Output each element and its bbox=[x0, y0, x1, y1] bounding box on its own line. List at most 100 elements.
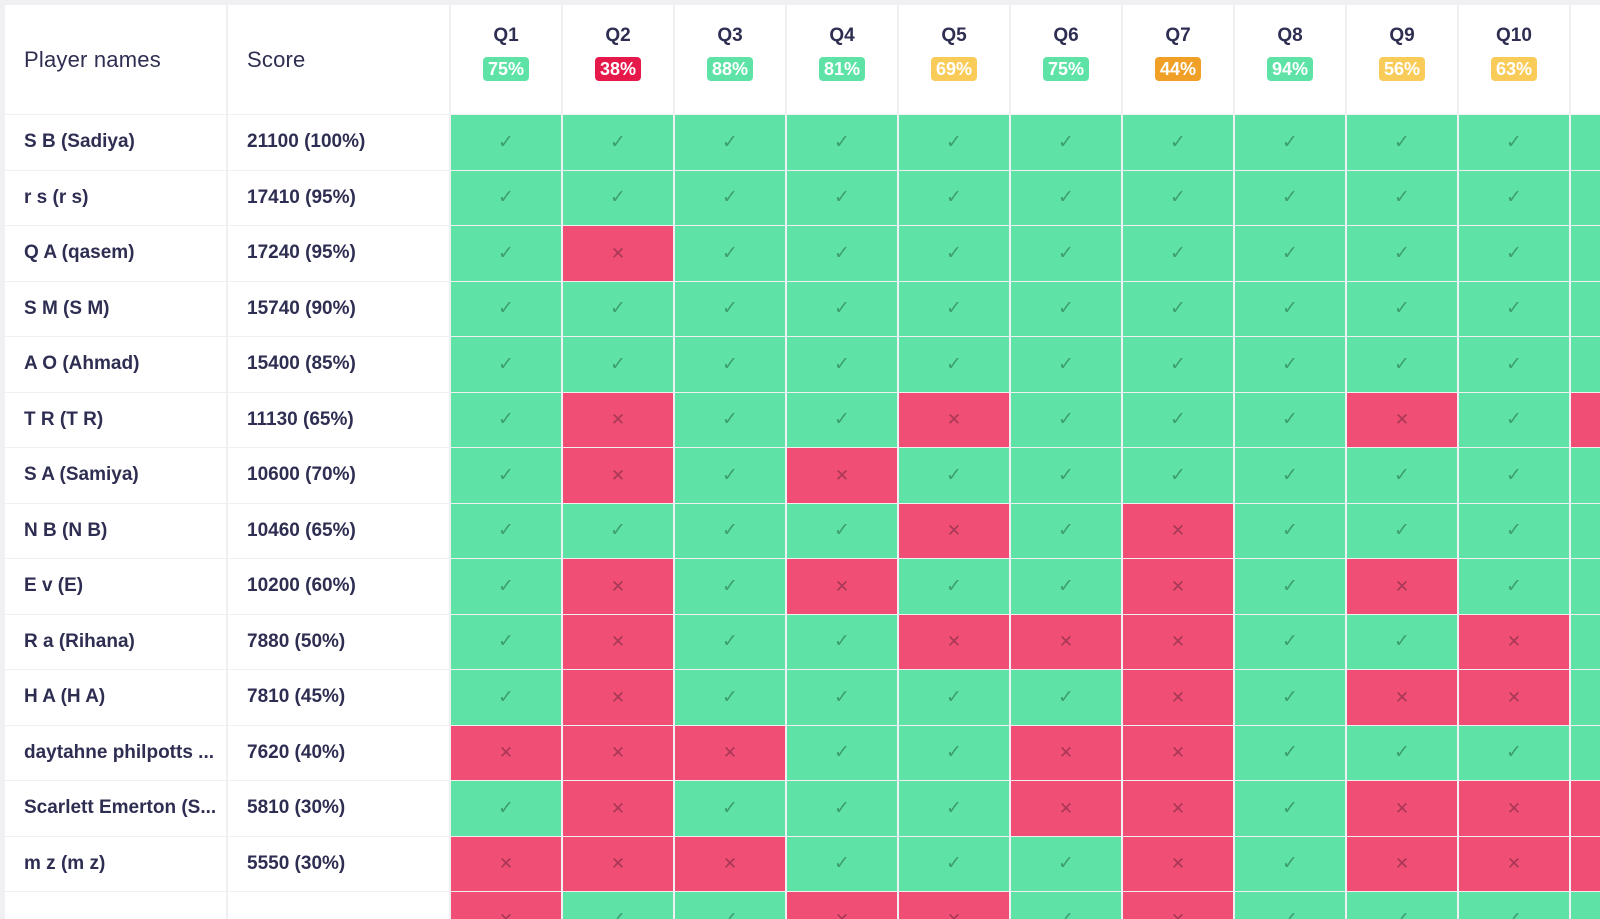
answer-incorrect-cell[interactable]: ✕ bbox=[1123, 892, 1233, 919]
answer-correct-cell[interactable]: ✓ bbox=[1011, 836, 1121, 891]
answer-correct-cell[interactable]: ✓ bbox=[451, 670, 561, 725]
answer-incorrect-cell[interactable]: ✕ bbox=[451, 725, 561, 780]
answer-correct-cell[interactable]: ✓ bbox=[1571, 670, 1600, 725]
player-name-cell[interactable]: E v (E) bbox=[5, 559, 226, 614]
answer-correct-cell[interactable]: ✓ bbox=[1459, 281, 1569, 336]
answer-correct-cell[interactable]: ✓ bbox=[675, 559, 785, 614]
answer-correct-cell[interactable]: ✓ bbox=[675, 781, 785, 836]
answer-correct-cell[interactable]: ✓ bbox=[787, 392, 897, 447]
answer-correct-cell[interactable]: ✓ bbox=[1347, 448, 1457, 503]
answer-incorrect-cell[interactable]: ✕ bbox=[1123, 836, 1233, 891]
answer-incorrect-cell[interactable]: ✕ bbox=[787, 448, 897, 503]
answer-correct-cell[interactable]: ✓ bbox=[1571, 614, 1600, 669]
answer-incorrect-cell[interactable]: ✕ bbox=[563, 670, 673, 725]
answer-incorrect-cell[interactable]: ✕ bbox=[563, 781, 673, 836]
question-header-5[interactable]: Q5 69% bbox=[899, 5, 1009, 114]
answer-incorrect-cell[interactable]: ✕ bbox=[1459, 781, 1569, 836]
player-name-cell[interactable]: N B (N B) bbox=[5, 503, 226, 558]
answer-incorrect-cell[interactable]: ✕ bbox=[675, 725, 785, 780]
answer-incorrect-cell[interactable]: ✕ bbox=[1571, 836, 1600, 891]
answer-correct-cell[interactable]: ✓ bbox=[451, 337, 561, 392]
answer-incorrect-cell[interactable]: ✕ bbox=[1123, 614, 1233, 669]
answer-incorrect-cell[interactable]: ✕ bbox=[899, 392, 1009, 447]
answer-correct-cell[interactable]: ✓ bbox=[1235, 559, 1345, 614]
answer-correct-cell[interactable]: ✓ bbox=[1123, 226, 1233, 281]
answer-correct-cell[interactable]: ✓ bbox=[899, 448, 1009, 503]
answer-correct-cell[interactable]: ✓ bbox=[675, 392, 785, 447]
answer-correct-cell[interactable]: ✓ bbox=[563, 892, 673, 919]
answer-correct-cell[interactable]: ✓ bbox=[787, 281, 897, 336]
answer-correct-cell[interactable]: ✓ bbox=[675, 614, 785, 669]
player-name-cell[interactable]: H A (H A) bbox=[5, 670, 226, 725]
player-name-cell[interactable]: R a (Rihana) bbox=[5, 614, 226, 669]
answer-correct-cell[interactable]: ✓ bbox=[563, 115, 673, 170]
answer-correct-cell[interactable]: ✓ bbox=[1571, 115, 1600, 170]
answer-incorrect-cell[interactable]: ✕ bbox=[1459, 614, 1569, 669]
player-name-cell[interactable]: Q A (qasem) bbox=[5, 226, 226, 281]
answer-correct-cell[interactable]: ✓ bbox=[675, 670, 785, 725]
answer-incorrect-cell[interactable]: ✕ bbox=[1347, 392, 1457, 447]
answer-correct-cell[interactable]: ✓ bbox=[1011, 281, 1121, 336]
answer-incorrect-cell[interactable]: ✕ bbox=[1123, 725, 1233, 780]
answer-incorrect-cell[interactable]: ✕ bbox=[563, 448, 673, 503]
answer-correct-cell[interactable]: ✓ bbox=[787, 614, 897, 669]
answer-correct-cell[interactable]: ✓ bbox=[675, 337, 785, 392]
answer-incorrect-cell[interactable]: ✕ bbox=[1459, 670, 1569, 725]
answer-correct-cell[interactable]: ✓ bbox=[1571, 725, 1600, 780]
answer-incorrect-cell[interactable]: ✕ bbox=[1459, 836, 1569, 891]
answer-correct-cell[interactable]: ✓ bbox=[1011, 503, 1121, 558]
answer-correct-cell[interactable]: ✓ bbox=[675, 281, 785, 336]
answer-correct-cell[interactable]: ✓ bbox=[1459, 392, 1569, 447]
question-header-6[interactable]: Q6 75% bbox=[1011, 5, 1121, 114]
answer-correct-cell[interactable]: ✓ bbox=[451, 281, 561, 336]
answer-correct-cell[interactable]: ✓ bbox=[899, 670, 1009, 725]
answer-correct-cell[interactable]: ✓ bbox=[451, 614, 561, 669]
answer-correct-cell[interactable]: ✓ bbox=[1571, 448, 1600, 503]
answer-correct-cell[interactable]: ✓ bbox=[1571, 559, 1600, 614]
question-header-10[interactable]: Q10 63% bbox=[1459, 5, 1569, 114]
answer-correct-cell[interactable]: ✓ bbox=[1011, 226, 1121, 281]
answer-correct-cell[interactable]: ✓ bbox=[1235, 781, 1345, 836]
answer-incorrect-cell[interactable]: ✕ bbox=[563, 392, 673, 447]
answer-correct-cell[interactable]: ✓ bbox=[1459, 115, 1569, 170]
answer-correct-cell[interactable]: ✓ bbox=[787, 725, 897, 780]
player-name-cell[interactable]: m z (m z) bbox=[5, 836, 226, 891]
answer-incorrect-cell[interactable]: ✕ bbox=[563, 836, 673, 891]
player-name-cell[interactable]: r s (r s) bbox=[5, 170, 226, 225]
answer-incorrect-cell[interactable]: ✕ bbox=[1571, 392, 1600, 447]
answer-correct-cell[interactable]: ✓ bbox=[787, 670, 897, 725]
player-name-cell[interactable]: T R (T R) bbox=[5, 392, 226, 447]
answer-correct-cell[interactable]: ✓ bbox=[1235, 836, 1345, 891]
answer-correct-cell[interactable]: ✓ bbox=[1235, 392, 1345, 447]
answer-correct-cell[interactable]: ✓ bbox=[1123, 170, 1233, 225]
answer-correct-cell[interactable]: ✓ bbox=[787, 226, 897, 281]
answer-correct-cell[interactable]: ✓ bbox=[1347, 725, 1457, 780]
question-header-4[interactable]: Q4 81% bbox=[787, 5, 897, 114]
question-header-3[interactable]: Q3 88% bbox=[675, 5, 785, 114]
answer-correct-cell[interactable]: ✓ bbox=[899, 781, 1009, 836]
answer-correct-cell[interactable]: ✓ bbox=[1459, 725, 1569, 780]
answer-correct-cell[interactable]: ✓ bbox=[1459, 892, 1569, 919]
answer-correct-cell[interactable]: ✓ bbox=[451, 448, 561, 503]
answer-correct-cell[interactable]: ✓ bbox=[1459, 226, 1569, 281]
answer-incorrect-cell[interactable]: ✕ bbox=[563, 559, 673, 614]
answer-incorrect-cell[interactable]: ✕ bbox=[1347, 781, 1457, 836]
answer-incorrect-cell[interactable]: ✕ bbox=[1123, 670, 1233, 725]
answer-incorrect-cell[interactable]: ✕ bbox=[1571, 781, 1600, 836]
answer-correct-cell[interactable]: ✓ bbox=[1123, 448, 1233, 503]
answer-correct-cell[interactable]: ✓ bbox=[1571, 892, 1600, 919]
answer-correct-cell[interactable]: ✓ bbox=[563, 337, 673, 392]
answer-correct-cell[interactable]: ✓ bbox=[1347, 226, 1457, 281]
answer-incorrect-cell[interactable]: ✕ bbox=[1347, 559, 1457, 614]
answer-correct-cell[interactable]: ✓ bbox=[1459, 337, 1569, 392]
player-name-cell[interactable] bbox=[5, 892, 226, 919]
answer-correct-cell[interactable]: ✓ bbox=[1571, 337, 1600, 392]
answer-correct-cell[interactable]: ✓ bbox=[899, 115, 1009, 170]
answer-incorrect-cell[interactable]: ✕ bbox=[1011, 614, 1121, 669]
answer-correct-cell[interactable]: ✓ bbox=[899, 170, 1009, 225]
answer-incorrect-cell[interactable]: ✕ bbox=[1123, 781, 1233, 836]
answer-correct-cell[interactable]: ✓ bbox=[451, 170, 561, 225]
answer-correct-cell[interactable]: ✓ bbox=[899, 337, 1009, 392]
answer-correct-cell[interactable]: ✓ bbox=[1123, 115, 1233, 170]
answer-correct-cell[interactable]: ✓ bbox=[451, 115, 561, 170]
